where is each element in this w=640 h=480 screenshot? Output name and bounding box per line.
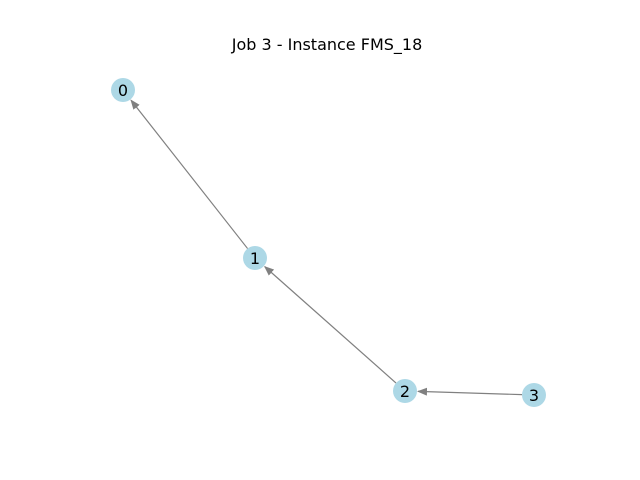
edge-2-to-1: [263, 265, 397, 384]
node-circle: [522, 383, 546, 407]
node-circle: [111, 78, 135, 102]
edge-1-to-0: [130, 99, 249, 249]
node-circle: [393, 379, 417, 403]
node-label: 0: [118, 81, 128, 100]
nodes-layer: 0 1 2 3: [111, 78, 546, 407]
node-3: 3: [522, 383, 546, 407]
figure-title: Job 3 - Instance FMS_18: [231, 35, 423, 55]
node-circle: [243, 246, 267, 270]
node-2: 2: [393, 379, 417, 403]
node-label: 3: [529, 386, 539, 405]
edges-layer: [130, 99, 523, 396]
node-label: 2: [400, 382, 410, 401]
node-1: 1: [243, 246, 267, 270]
node-label: 1: [250, 249, 260, 268]
edge-3-to-2: [416, 387, 523, 396]
node-0: 0: [111, 78, 135, 102]
